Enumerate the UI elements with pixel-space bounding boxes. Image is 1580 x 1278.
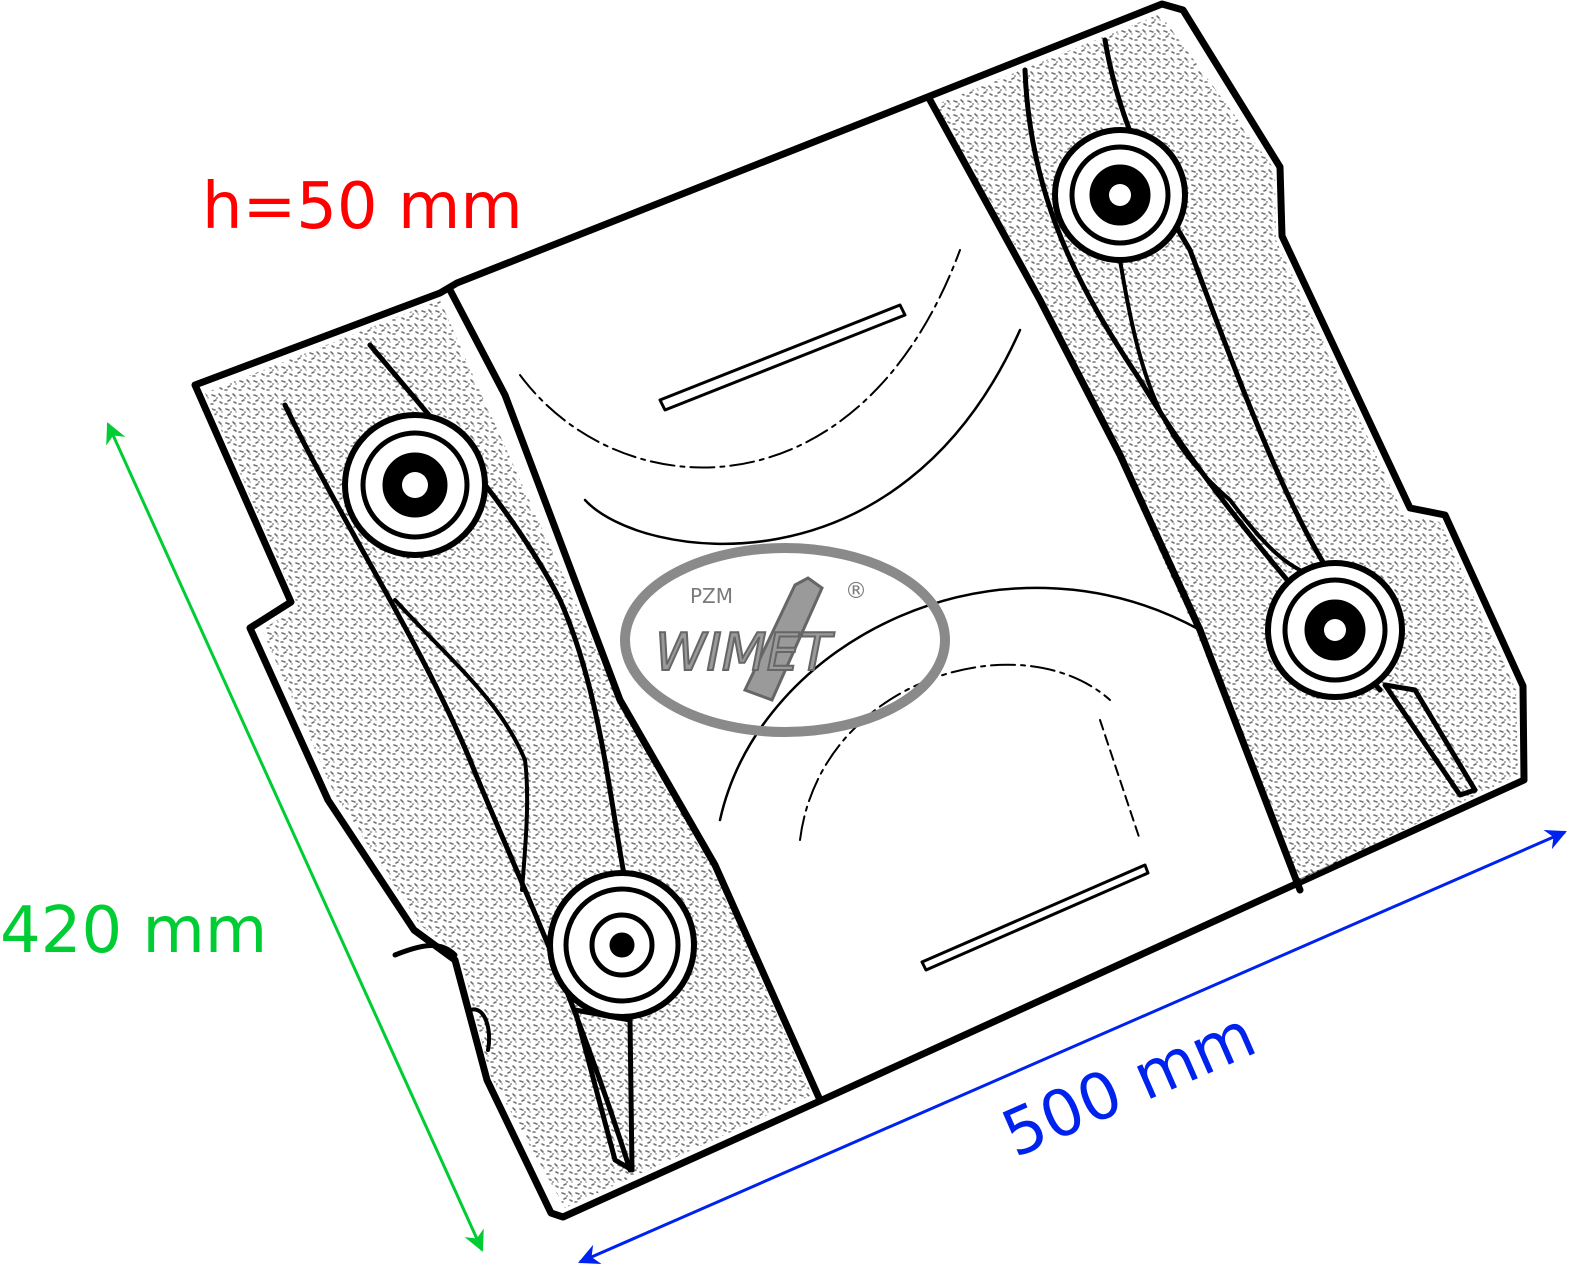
top-trough-arc-inner [519,249,961,469]
right-channel-edge [926,96,1304,894]
logo-trademark: ® [845,579,867,604]
bolt-bottom-left-icon [547,870,697,1020]
width-dimension-arrow [106,422,484,1252]
top-slot [658,303,907,412]
bolt-top-right-icon [1052,127,1188,263]
bolt-top-left-icon [342,412,488,558]
width-label: 420 mm [0,894,267,968]
bolt-bottom-right-icon [1265,560,1405,700]
right-blade [1382,682,1478,798]
right-groove-mid [1118,258,1302,572]
bottom-trough-arc [718,586,1202,822]
logo-tool-icon [742,576,824,702]
top-trough-arc [583,328,1022,546]
logo-prefix: PZM [690,584,733,608]
length-dimension-arrow [578,829,1567,1265]
bottom-trough-side [1099,719,1141,841]
length-label: 500 mm [992,998,1266,1173]
pzm-wimet-logo-icon: PZM ® WIMET [620,543,950,737]
height-label: h=50 mm [202,170,523,244]
logo-brand: WIMET [655,623,835,683]
